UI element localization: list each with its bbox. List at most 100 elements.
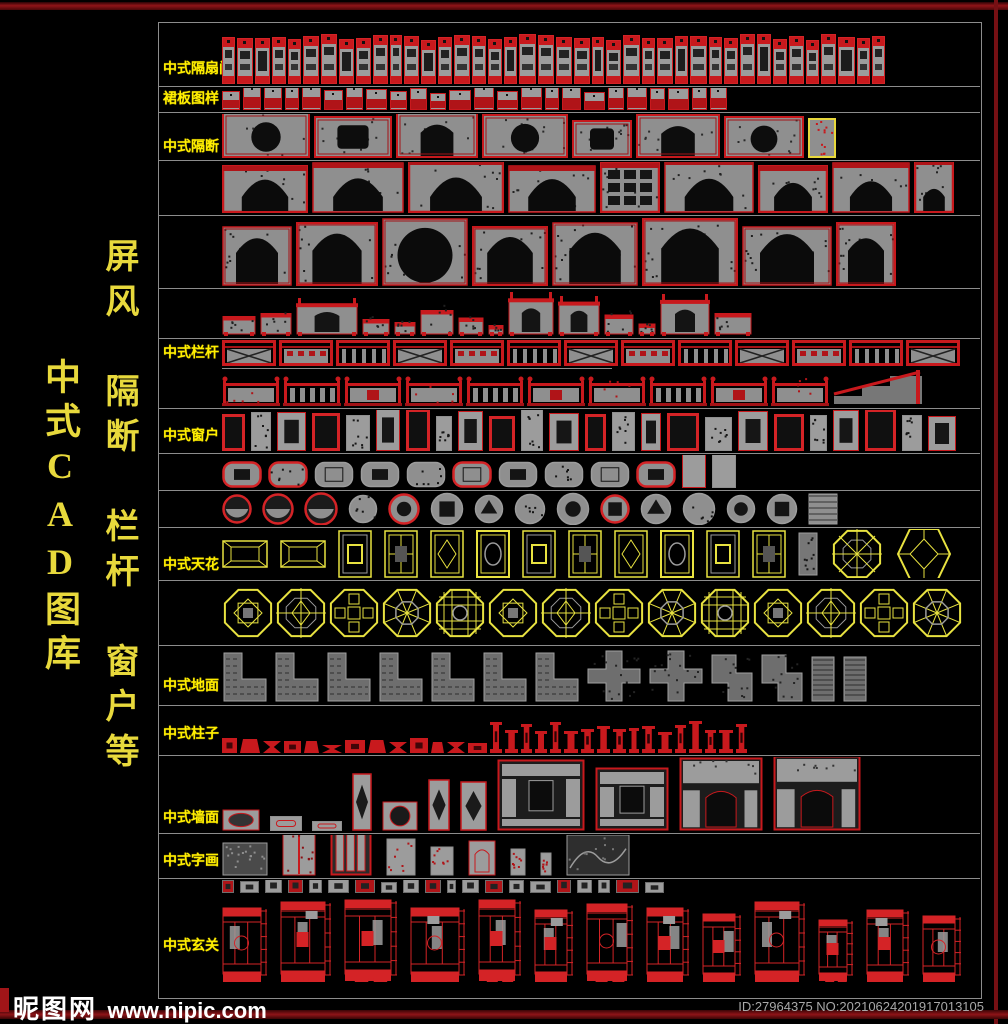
cad-block-doors — [642, 38, 655, 84]
cad-block-arch — [222, 164, 309, 213]
cad-block-doors — [574, 38, 590, 84]
row-separator — [159, 408, 980, 409]
row-separator — [159, 878, 980, 879]
cad-block-window — [346, 415, 370, 451]
row-separator — [159, 215, 980, 216]
cad-block-screen — [362, 314, 390, 336]
cad-block-screen — [488, 322, 504, 336]
cad-block-archL — [295, 221, 379, 286]
cad-block-doors — [690, 36, 707, 84]
row-separator — [159, 160, 980, 161]
cad-block-strip — [328, 880, 349, 893]
cad-block-column — [284, 741, 301, 753]
cad-block-doors — [255, 38, 270, 84]
cad-block-skirt — [608, 88, 624, 110]
cad-block-doors — [606, 40, 621, 84]
cad-block-art — [222, 842, 268, 876]
cad-block-skirt — [692, 88, 707, 110]
cad-block-skirt — [562, 88, 581, 110]
cad-block-window — [865, 410, 896, 451]
vertical-title-sub: 屏风 隔断 栏杆 窗户等 — [100, 238, 137, 778]
cad-block-strip — [240, 881, 259, 893]
cad-block-windowRound — [712, 455, 736, 488]
cad-block-railing — [393, 340, 447, 366]
cad-block-entry — [344, 899, 398, 983]
cad-block-skirt — [584, 92, 605, 110]
cad-block-arch — [913, 162, 955, 213]
cad-block-windowCircle — [430, 492, 464, 525]
cad-row-ceiling: 中式天花 — [158, 527, 980, 580]
cad-row-floor: 中式地面 — [158, 645, 980, 705]
cad-block-screen — [660, 292, 710, 336]
cad-block-ceilOct — [434, 583, 486, 643]
cad-block-railing2 — [222, 376, 280, 406]
cad-block-window — [774, 414, 804, 451]
cad-block-window — [612, 412, 635, 451]
row-separator — [159, 453, 980, 454]
cad-block-railing2 — [527, 376, 585, 406]
cad-block-window — [928, 416, 956, 451]
cad-block-ceilOct — [805, 583, 857, 643]
cad-row-window: 中式窗户 — [158, 408, 980, 453]
cad-block-partition — [636, 114, 720, 158]
cad-block-column — [597, 726, 610, 753]
cad-block-windowCircle — [222, 493, 252, 524]
cad-block-doors — [740, 34, 755, 84]
cad-row-wall: 中式墙面 — [158, 755, 980, 833]
cad-block-wall — [352, 773, 372, 831]
cad-block-windowCircle — [556, 492, 590, 525]
cad-block-screen — [296, 296, 358, 336]
cad-block-arch — [832, 162, 910, 213]
cad-block-wall — [270, 816, 302, 831]
cad-block-screen — [420, 302, 454, 336]
cad-block-column — [304, 741, 319, 753]
cad-block-ceilOct — [275, 583, 327, 643]
cad-block-partition — [396, 114, 478, 158]
cad-block-entry — [818, 919, 854, 983]
watermark-site-name: 昵图网 — [13, 994, 98, 1024]
cad-block-doors — [303, 36, 319, 84]
row-label: 中式柱子 — [163, 725, 219, 741]
cad-block-screen — [222, 310, 256, 336]
cad-block-partition — [724, 116, 804, 158]
cad-block-strip — [309, 880, 322, 893]
cad-block-ceiling — [614, 529, 648, 578]
cad-block-railing — [735, 340, 789, 366]
cad-row-ceilOct — [158, 580, 980, 645]
cad-block-window — [585, 414, 606, 451]
cad-row-column: 中式柱子 — [158, 705, 980, 755]
cad-block-strip — [616, 880, 639, 893]
cad-block-ceilOct — [381, 583, 433, 643]
cad-block-wall — [497, 759, 585, 831]
cad-block-arch — [664, 162, 754, 213]
cad-block-doors — [821, 34, 836, 84]
cad-block-skirt — [285, 88, 299, 110]
cad-row-arch — [158, 160, 980, 215]
cad-block-railing — [507, 340, 561, 366]
cad-block-window — [489, 416, 515, 451]
cad-block-screen — [638, 320, 656, 336]
cad-block-skirt — [366, 89, 387, 110]
cad-block-archL — [382, 218, 468, 286]
cad-block-partition — [314, 116, 392, 158]
cad-block-skirt — [264, 88, 282, 110]
cad-block-wall — [428, 779, 450, 831]
cad-block-railing2 — [283, 376, 341, 406]
cad-block-column — [521, 724, 532, 753]
cad-block-arch — [407, 162, 505, 213]
cad-block-railing — [849, 340, 903, 366]
cad-row-archL — [158, 215, 980, 288]
cad-block-windowCircle — [348, 494, 378, 524]
cad-block-screen — [260, 306, 292, 336]
cad-block-column — [322, 745, 342, 753]
cad-block-window — [902, 415, 922, 451]
cad-block-partition — [572, 120, 632, 158]
cad-block-skirt — [243, 88, 261, 110]
cad-block-floor — [710, 653, 754, 703]
cad-block-column — [431, 742, 444, 753]
cad-block-doors — [390, 35, 402, 84]
cad-block-windowRound — [636, 461, 676, 488]
cad-block-archL — [835, 221, 897, 286]
row-label: 中式栏杆 — [163, 344, 219, 360]
cad-block-art — [330, 835, 372, 876]
